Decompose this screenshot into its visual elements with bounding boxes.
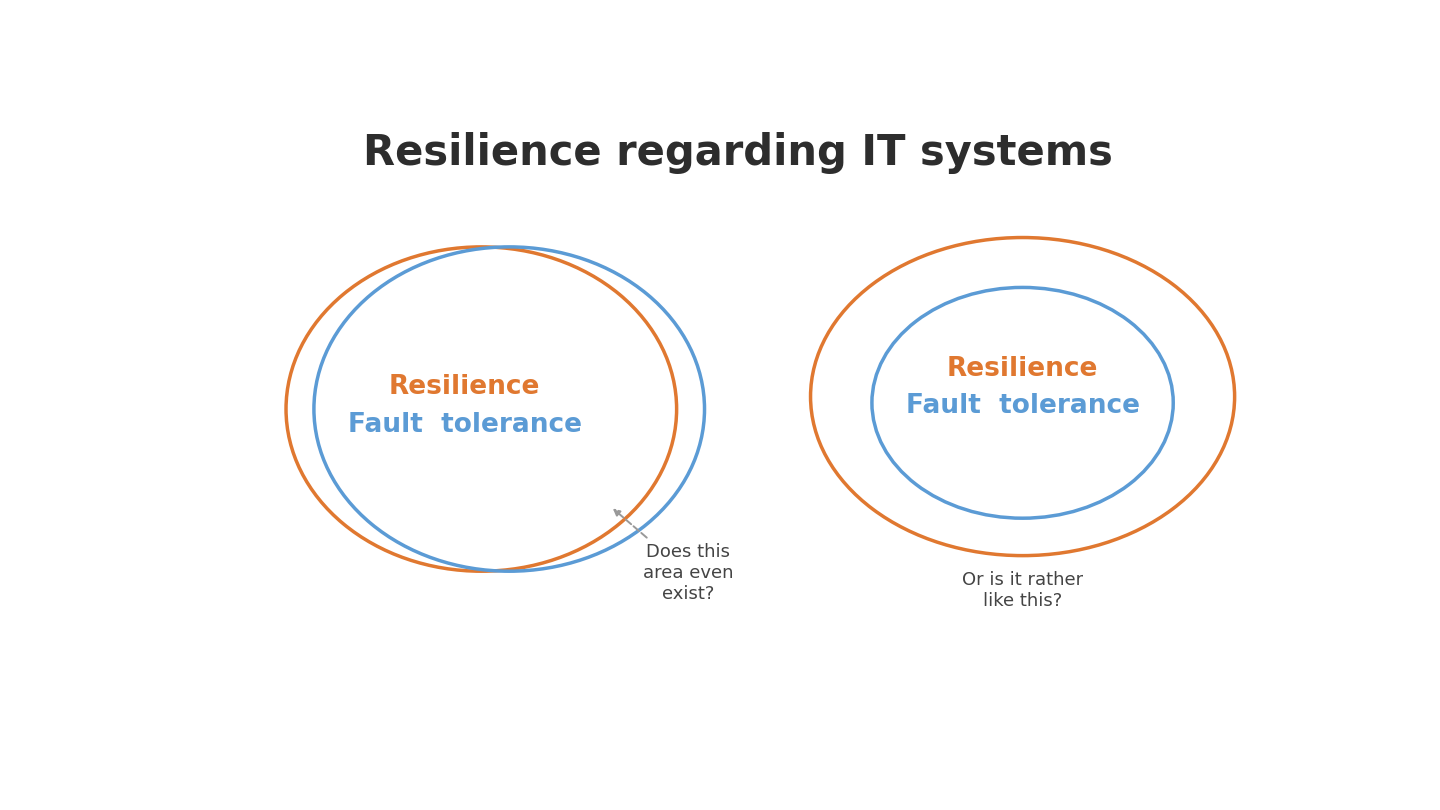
Text: Does this
area even
exist?: Does this area even exist? bbox=[615, 509, 733, 603]
Text: Fault  tolerance: Fault tolerance bbox=[906, 393, 1139, 419]
Text: Resilience regarding IT systems: Resilience regarding IT systems bbox=[363, 132, 1113, 174]
Text: Fault  tolerance: Fault tolerance bbox=[347, 411, 582, 437]
Text: Resilience: Resilience bbox=[389, 374, 540, 400]
Text: Or is it rather
like this?: Or is it rather like this? bbox=[962, 571, 1083, 610]
Text: Resilience: Resilience bbox=[948, 356, 1099, 382]
